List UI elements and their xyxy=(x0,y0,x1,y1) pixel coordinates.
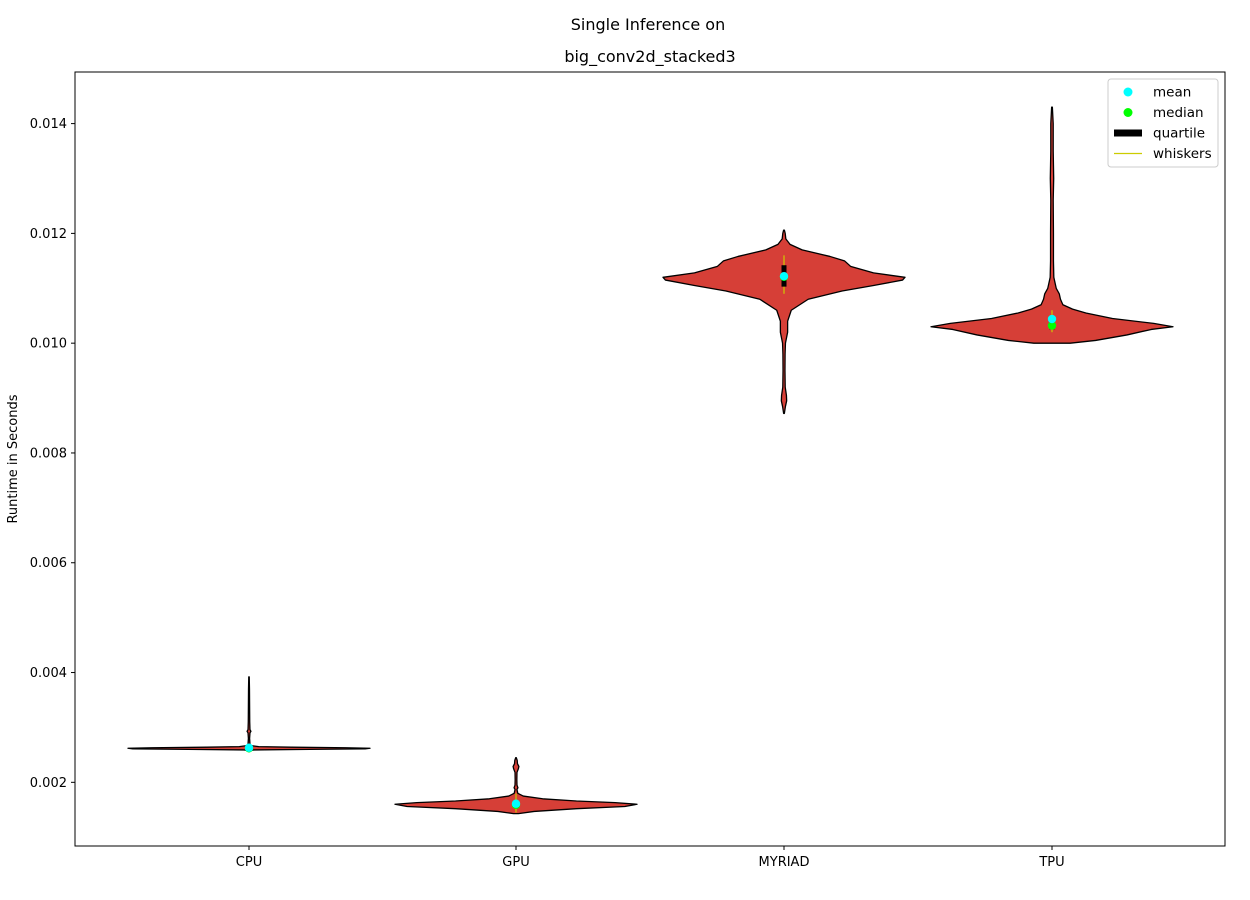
y-axis: 0.002 0.004 0.006 0.008 0.010 0.012 0.014 xyxy=(30,117,75,791)
mean-gpu xyxy=(511,799,521,808)
legend: mean median quartile whiskers xyxy=(1107,78,1219,168)
plot-frame xyxy=(74,71,1226,847)
y-tick-label: 0.008 xyxy=(30,446,67,461)
legend-box xyxy=(1107,78,1219,168)
legend-label-median: median xyxy=(1153,105,1204,121)
y-tick-label: 0.006 xyxy=(30,556,67,571)
x-axis: CPU GPU MYRIAD TPU xyxy=(236,846,1065,870)
y-tick-label: 0.002 xyxy=(30,776,67,791)
chart-title: big_conv2d_stacked3 xyxy=(564,47,736,66)
legend-label-quartile: quartile xyxy=(1153,126,1205,142)
y-axis-label: Runtime in Seconds xyxy=(6,394,21,523)
y-tick-label: 0.010 xyxy=(30,337,67,352)
violin-myriad xyxy=(662,229,906,415)
y-tick-label: 0.004 xyxy=(30,666,67,681)
mean-myriad xyxy=(779,272,789,281)
figure-suptitle: Single Inference on xyxy=(570,15,726,34)
legend-label-whiskers: whiskers xyxy=(1153,146,1212,162)
y-tick-label: 0.014 xyxy=(30,117,67,132)
legend-marker-quartile xyxy=(1114,129,1142,137)
legend-marker-mean xyxy=(1123,87,1133,97)
violin-tpu xyxy=(930,106,1174,344)
legend-label-mean: mean xyxy=(1153,85,1191,101)
stats-layer xyxy=(244,255,1057,813)
x-tick-label: TPU xyxy=(1038,855,1064,870)
violins-layer xyxy=(127,106,1174,815)
mean-tpu xyxy=(1047,314,1057,324)
x-tick-label: CPU xyxy=(236,855,262,870)
legend-marker-median xyxy=(1123,108,1133,117)
median-tpu xyxy=(1047,321,1057,330)
violin-gpu xyxy=(394,756,638,815)
violin-cpu xyxy=(127,676,371,753)
mean-cpu xyxy=(244,743,254,752)
y-tick-label: 0.012 xyxy=(30,227,67,242)
x-tick-label: GPU xyxy=(502,855,529,870)
x-tick-label: MYRIAD xyxy=(759,855,810,870)
